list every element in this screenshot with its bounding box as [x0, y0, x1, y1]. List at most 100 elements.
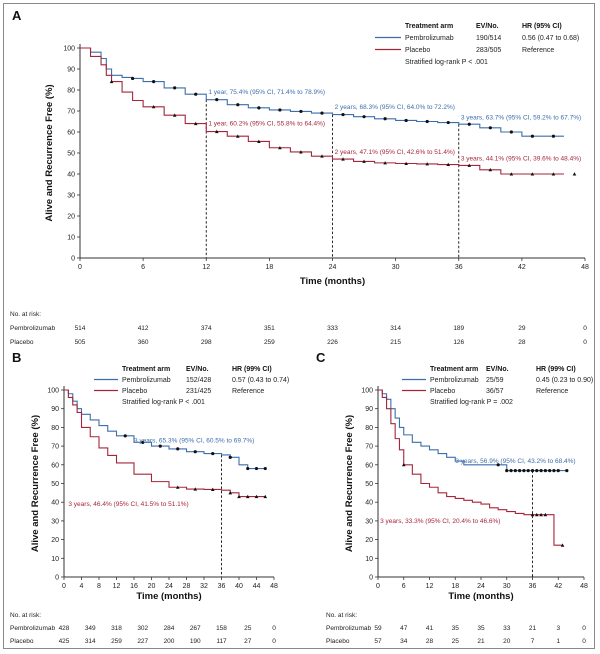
panel-a-risk-value: 226 [327, 339, 338, 346]
panel-a-risk-value: 259 [264, 339, 275, 346]
panel-c-risk-value: 35 [452, 625, 460, 632]
panel-b-risk-value: 302 [137, 625, 148, 632]
panel-a: A 0 10 20 30 40 50 60 70 80 90 100 0 6 12 18 24 30 36 42 48… [10, 8, 589, 346]
panel-a-censor-mark-placebo [151, 105, 156, 109]
panel-b-censor-mark-placebo [210, 487, 215, 491]
panel-a-censor-mark-pembro [404, 118, 408, 123]
panel-a-y-tick-label: 100 [63, 46, 75, 53]
panel-c-censor-mark-pembro [539, 468, 543, 473]
panel-c-censor-mark-pembro [556, 468, 560, 473]
panel-b-risk-value: 0 [272, 638, 276, 645]
panel-a-censor-mark-pembro [320, 111, 324, 115]
panel-b-legend-hr: 0.57 (0.43 to 0.74) [232, 377, 289, 384]
panel-b-legend-ev: 231/425 [186, 388, 211, 395]
panel-c-censor-mark-placebo [401, 463, 406, 467]
panel-b-risk-value: 25 [244, 625, 252, 632]
panel-b-x-tick-label: 44 [253, 583, 261, 590]
panel-c-risk-value: 21 [529, 625, 537, 632]
panel-b-y-tick-label: 90 [51, 406, 59, 413]
panel-c-risk-row-name: Pembrolizumab [326, 625, 372, 632]
panel-c-risk-value: 0 [582, 638, 586, 645]
panel-b-y-tick-label: 80 [51, 425, 59, 432]
panel-b-censor-mark-pembro [228, 455, 232, 459]
panel-c-censor-mark-pembro [522, 468, 526, 473]
panel-b-y-tick-label: 70 [51, 444, 59, 451]
panel-a-legend-header-arm: Treatment arm [405, 23, 453, 30]
panel-a-risk-value: 28 [518, 339, 526, 346]
panel-c-censor-mark-placebo [560, 543, 565, 547]
panel-b-censor-mark-pembro [141, 440, 145, 444]
panel-a-censor-mark-pembro [278, 108, 282, 112]
panel-b-legend-arm-name: Pembrolizumab [122, 377, 171, 384]
panel-b-y-tick-label: 40 [51, 500, 59, 507]
panel-a-risk-value: 0 [583, 325, 587, 332]
panel-a-legend-ev: 190/514 [476, 35, 501, 42]
panel-a-censor-mark-placebo [509, 172, 514, 176]
panel-a-censor-mark-placebo [341, 157, 345, 161]
panel-a-x-tick-label: 36 [455, 264, 463, 271]
panel-c-y-tick-label: 50 [365, 481, 373, 488]
panel-c-risk-value: 28 [426, 638, 434, 645]
panel-a-censor-mark-pembro [446, 120, 450, 125]
panel-b-censor-mark-placebo [193, 487, 198, 491]
panel-b-risk-value: 259 [111, 638, 122, 645]
panel-a-risk-value: 505 [75, 339, 86, 346]
panel-a-y-tick-label: 60 [67, 130, 75, 137]
panel-a-y-tick-label: 90 [67, 67, 75, 74]
panel-a-risk-row-name: Pembrolizumab [10, 325, 56, 332]
panel-a-curve-pembro [80, 47, 564, 137]
panel-a-y-tick-label: 70 [67, 109, 75, 116]
panel-a-risk-value: 374 [201, 325, 212, 332]
panel-c-x-tick-label: 6 [402, 583, 406, 590]
panel-c-risk-value: 25 [452, 638, 460, 645]
panel-a-censor-mark-pembro [341, 112, 345, 117]
panel-a-legend-header-hr: HR (95% CI) [522, 23, 562, 30]
panel-c-censor-mark-pembro [496, 463, 500, 467]
panel-b-risk-value: 0 [272, 625, 276, 632]
panel-b-legend-hr: Reference [232, 388, 264, 395]
panel-b-risk-value: 267 [190, 625, 201, 632]
panel-a-label: A [12, 8, 22, 23]
panel-b-censor-mark-pembro [123, 434, 127, 438]
panel-c-annotation: 3 years, 56.9% (95% CI, 43.2% to 68.4%) [455, 458, 575, 465]
panel-b-censor-mark-placebo [237, 494, 241, 499]
panel-a-x-tick-label: 12 [202, 264, 210, 271]
panel-c-legend-arm-name: Placebo [430, 388, 455, 395]
panel-b-risk-value: 314 [85, 638, 96, 645]
panel-b-risk-value: 227 [137, 638, 148, 645]
panel-b-risk-value: 200 [164, 638, 175, 645]
panel-a-annotation: 1 year, 75.4% (95% CI, 71.4% to 78.9%) [208, 89, 325, 96]
panel-a-censor-mark-placebo [530, 172, 535, 176]
panel-a-censor-mark-pembro [173, 86, 177, 90]
panel-b-risk-value: 27 [244, 638, 252, 645]
panel-a-risk-value: 189 [453, 325, 464, 332]
panel-a-risk-value: 412 [138, 325, 149, 332]
panel-a-legend-hr: Reference [522, 47, 554, 54]
panel-b-y-tick-label: 20 [51, 537, 59, 544]
panel-a-censor-mark-placebo [193, 121, 198, 126]
panel-a-x-tick-label: 48 [581, 264, 589, 271]
panel-c-y-tick-label: 40 [365, 500, 373, 507]
panel-b-x-tick-label: 8 [97, 583, 101, 590]
panel-a-censor-mark-placebo [320, 154, 324, 158]
panel-a-censor-mark-placebo [299, 150, 303, 154]
panel-a-x-tick-label: 0 [78, 264, 82, 271]
panel-b-x-tick-label: 4 [80, 583, 84, 590]
panel-a-x-tick-label: 30 [392, 264, 400, 271]
panel-c-risk-value: 33 [503, 625, 511, 632]
panel-a-censor-mark-placebo [446, 162, 451, 167]
panel-b-risk-row-name: Pembrolizumab [10, 625, 56, 632]
panel-b-censor-mark-placebo [228, 491, 233, 495]
panel-c-censor-mark-placebo [539, 512, 543, 517]
panel-b-censor-mark-placebo [263, 494, 268, 499]
panel-b-risk-value: 428 [59, 625, 70, 632]
panel-b-y-tick-label: 60 [51, 462, 59, 469]
panel-a-censor-mark-placebo [278, 145, 282, 150]
panel-b-y-tick-label: 0 [55, 575, 59, 582]
panel-a-risk-value: 333 [327, 325, 338, 332]
panel-c-y-tick-label: 20 [365, 537, 373, 544]
panel-a-censor-mark-placebo [467, 163, 472, 167]
panel-a-y-tick-label: 40 [67, 172, 75, 179]
panel-c-censor-mark-pembro [509, 468, 513, 473]
panel-c-censor-mark-pembro [505, 468, 509, 473]
